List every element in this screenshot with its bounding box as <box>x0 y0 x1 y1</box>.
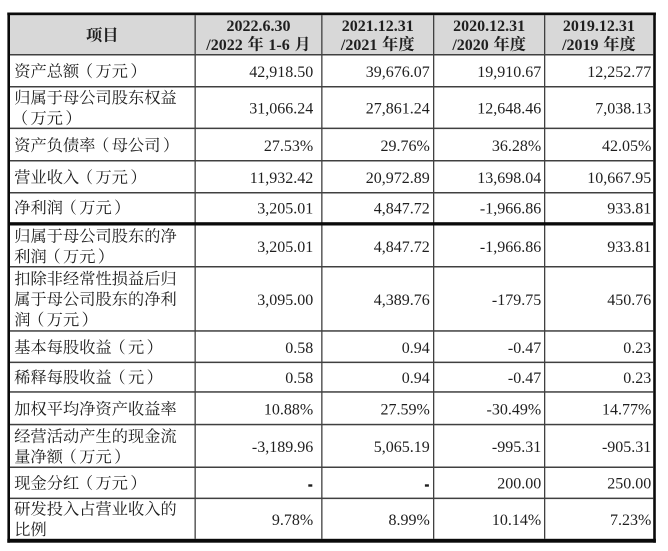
svg-text:9.78%: 9.78% <box>272 512 313 529</box>
svg-text:42,918.50: 42,918.50 <box>249 64 313 81</box>
svg-text:450.76: 450.76 <box>607 292 651 309</box>
svg-text:42.05%: 42.05% <box>602 138 651 155</box>
svg-text:/2022: /2022 <box>205 37 242 54</box>
svg-text:36.28%: 36.28% <box>492 138 541 155</box>
svg-text:-1,966.86: -1,966.86 <box>480 200 541 217</box>
svg-text:4,389.76: 4,389.76 <box>374 292 430 309</box>
svg-text:2021.12.31: 2021.12.31 <box>342 18 414 35</box>
svg-text:933.81: 933.81 <box>607 200 651 217</box>
svg-text:27,861.24: 27,861.24 <box>366 101 430 118</box>
svg-text:3,205.01: 3,205.01 <box>257 239 313 256</box>
svg-text:10.14%: 10.14% <box>492 512 541 529</box>
svg-text:12,648.46: 12,648.46 <box>477 101 541 118</box>
svg-text:39,676.07: 39,676.07 <box>366 64 430 81</box>
svg-text:-0.47: -0.47 <box>508 370 541 387</box>
svg-text:7,038.13: 7,038.13 <box>595 101 651 118</box>
svg-text:200.00: 200.00 <box>497 476 541 493</box>
svg-text:-905.31: -905.31 <box>602 439 651 456</box>
svg-text:0.23: 0.23 <box>623 370 651 387</box>
svg-text:-995.31: -995.31 <box>492 439 541 456</box>
svg-text:0.94: 0.94 <box>402 370 430 387</box>
svg-text:19,910.67: 19,910.67 <box>477 64 541 81</box>
svg-text:3,095.00: 3,095.00 <box>257 292 313 309</box>
svg-text:2019.12.31: 2019.12.31 <box>563 18 635 35</box>
svg-text:4,847.72: 4,847.72 <box>374 239 430 256</box>
svg-text:/2020: /2020 <box>451 37 488 54</box>
svg-text:29.76%: 29.76% <box>380 138 429 155</box>
svg-text:1-6: 1-6 <box>268 37 289 54</box>
svg-text:-3,189.96: -3,189.96 <box>252 439 313 456</box>
svg-text:3,205.01: 3,205.01 <box>257 200 313 217</box>
svg-text:12,252.77: 12,252.77 <box>587 64 651 81</box>
svg-text:/2019: /2019 <box>561 37 598 54</box>
svg-text:10,667.95: 10,667.95 <box>587 170 651 187</box>
svg-text:4,847.72: 4,847.72 <box>374 200 430 217</box>
svg-text:/2021: /2021 <box>340 37 377 54</box>
svg-text:8.99%: 8.99% <box>388 512 429 529</box>
svg-text:5,065.19: 5,065.19 <box>374 439 430 456</box>
svg-text:0.23: 0.23 <box>623 340 651 357</box>
svg-text:27.59%: 27.59% <box>380 402 429 419</box>
svg-text:14.77%: 14.77% <box>602 402 651 419</box>
svg-text:-0.47: -0.47 <box>508 340 541 357</box>
svg-text:20,972.89: 20,972.89 <box>366 170 430 187</box>
svg-text:933.81: 933.81 <box>607 239 651 256</box>
svg-text:27.53%: 27.53% <box>264 138 313 155</box>
svg-text:-30.49%: -30.49% <box>487 402 542 419</box>
svg-text:-1,966.86: -1,966.86 <box>480 239 541 256</box>
svg-text:2022.6.30: 2022.6.30 <box>227 18 291 35</box>
svg-text:-179.75: -179.75 <box>492 292 541 309</box>
svg-text:250.00: 250.00 <box>607 476 651 493</box>
svg-text:7.23%: 7.23% <box>610 512 651 529</box>
svg-text:31,066.24: 31,066.24 <box>249 101 313 118</box>
svg-text:11,932.42: 11,932.42 <box>250 170 313 187</box>
svg-text:0.58: 0.58 <box>285 370 313 387</box>
svg-text:13,698.04: 13,698.04 <box>477 170 541 187</box>
svg-text:10.88%: 10.88% <box>264 402 313 419</box>
svg-text:0.94: 0.94 <box>402 340 430 357</box>
svg-text:0.58: 0.58 <box>285 340 313 357</box>
svg-text:2020.12.31: 2020.12.31 <box>453 18 525 35</box>
